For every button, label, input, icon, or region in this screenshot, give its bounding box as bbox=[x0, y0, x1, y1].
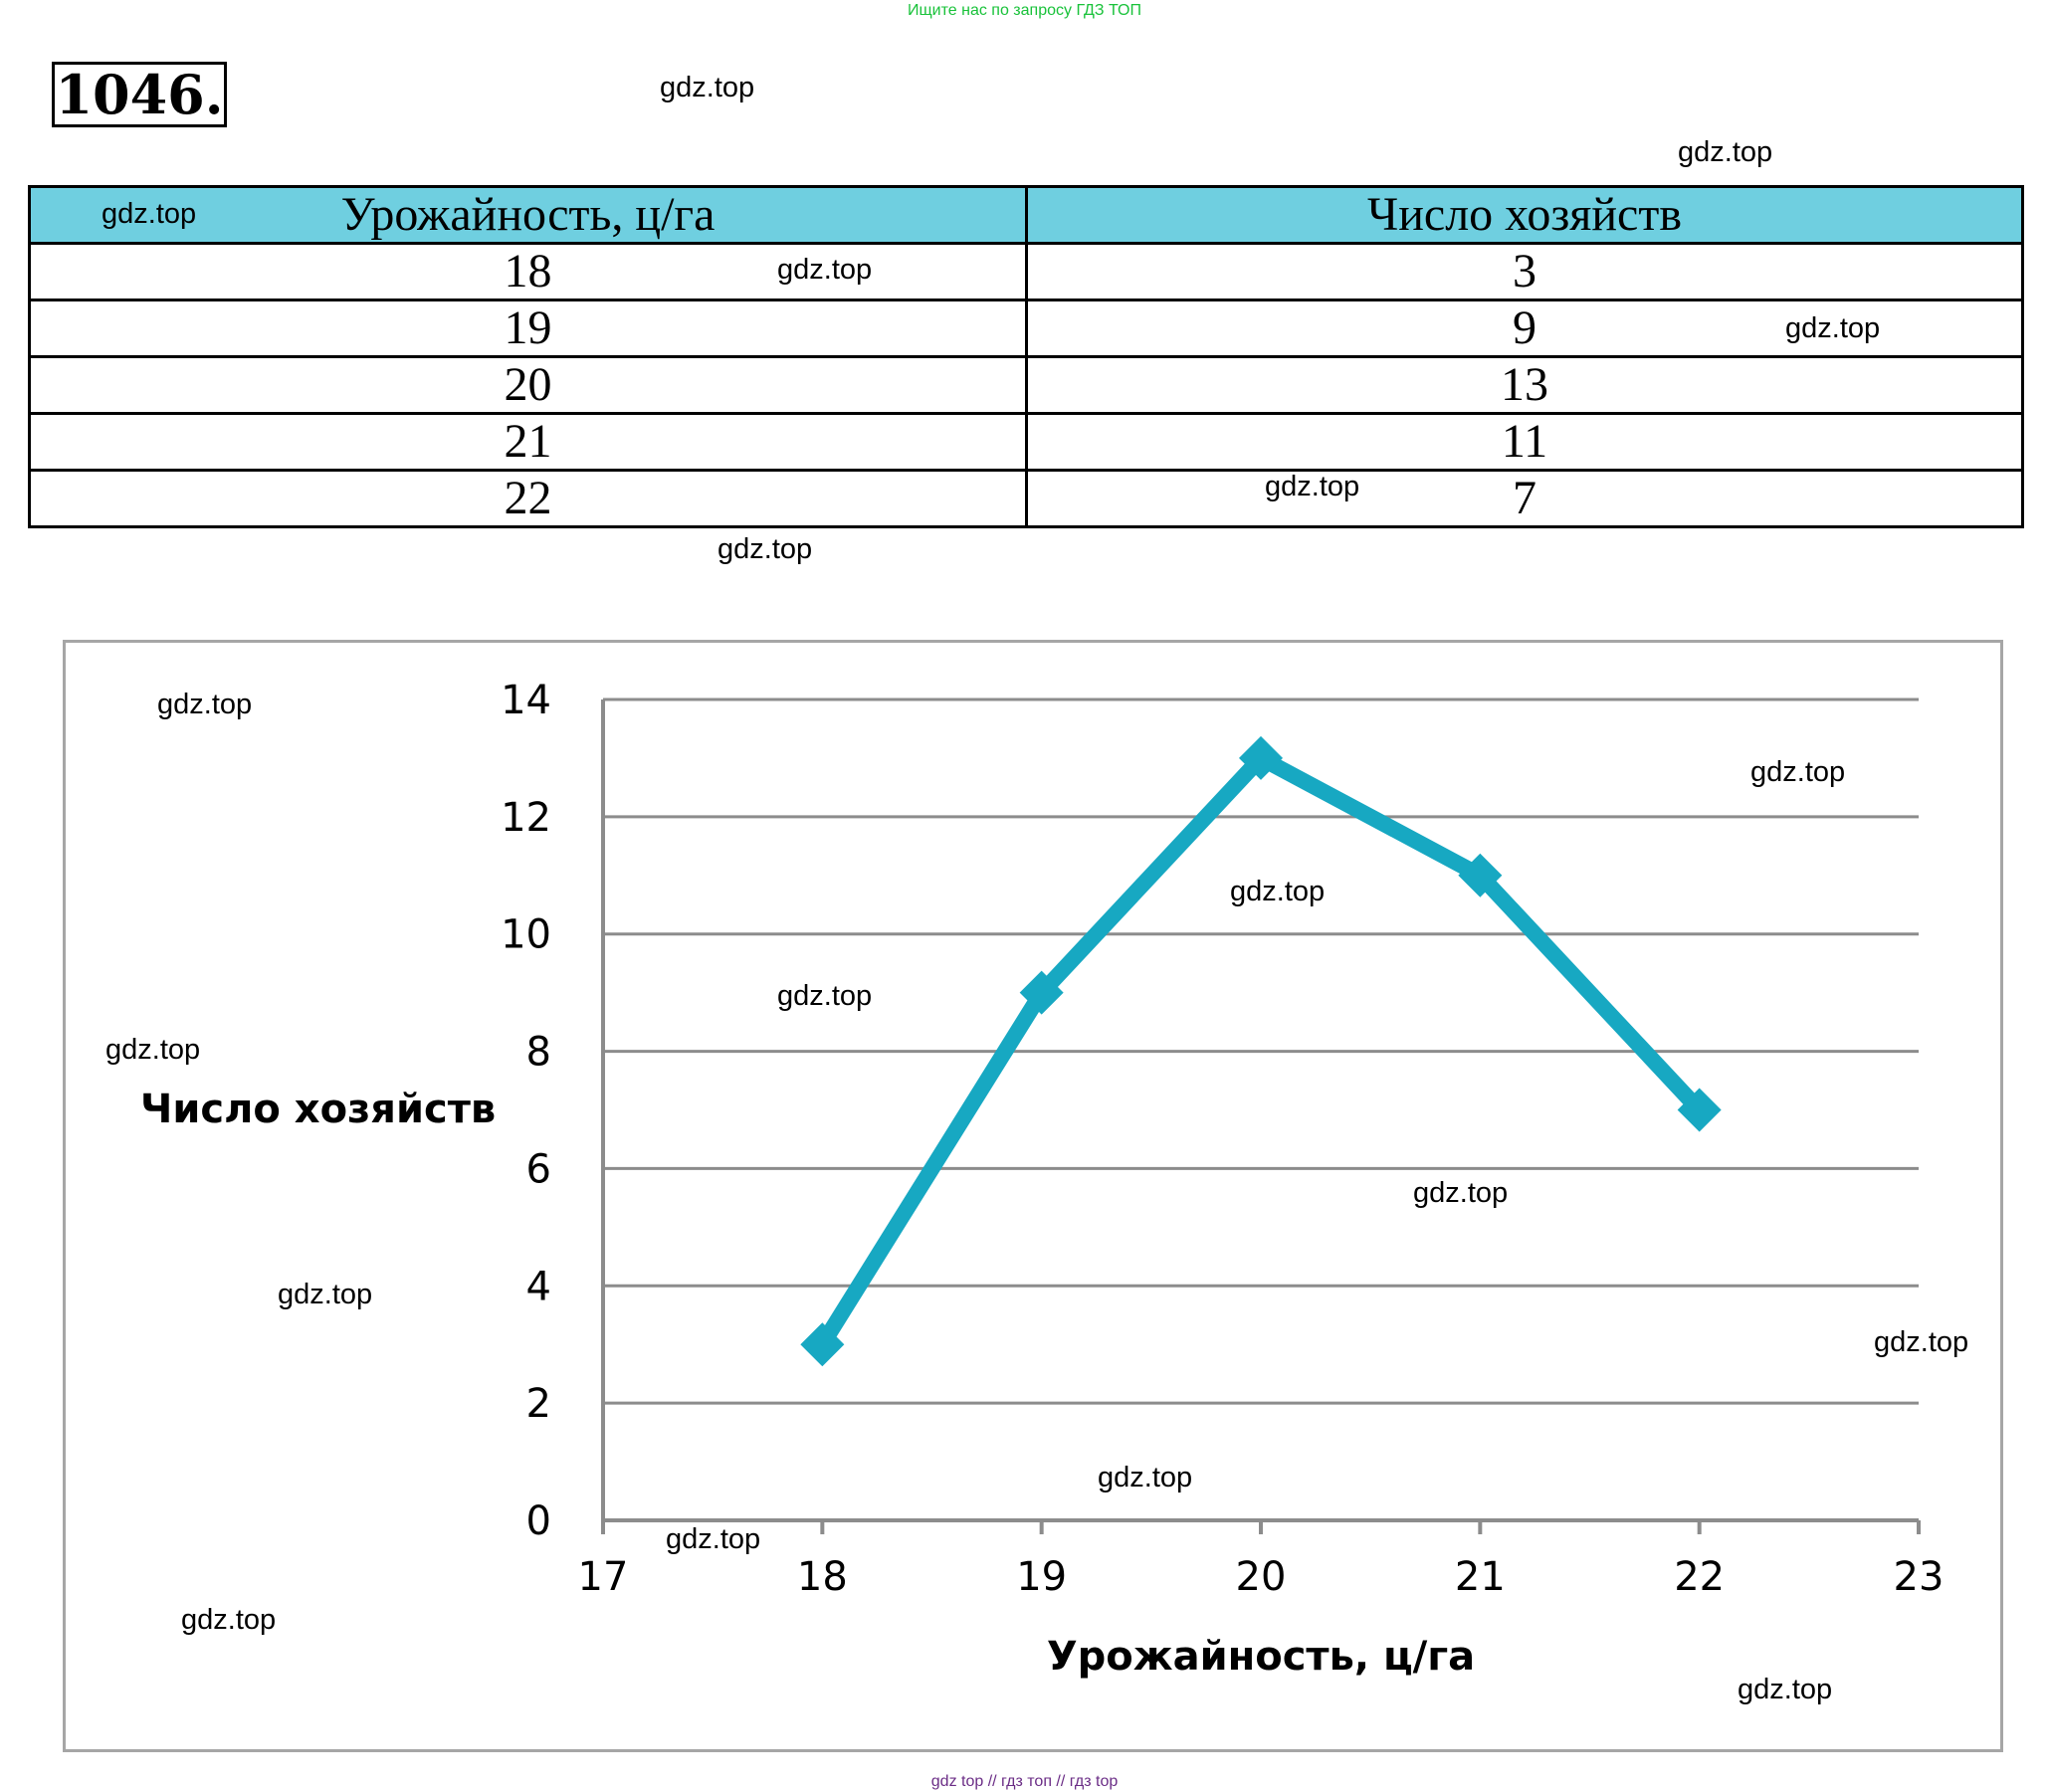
watermark: gdz.top bbox=[157, 689, 253, 720]
data-point bbox=[1458, 853, 1503, 897]
y-tick-label: 8 bbox=[526, 1030, 551, 1076]
data-point bbox=[800, 1322, 845, 1367]
watermark: gdz.top bbox=[1230, 876, 1326, 907]
y-tick-label: 4 bbox=[526, 1264, 551, 1309]
watermark: gdz.top bbox=[105, 1034, 201, 1066]
data-point bbox=[1019, 970, 1064, 1015]
cell-yield: 19 bbox=[28, 299, 1028, 358]
y-tick-label: 2 bbox=[526, 1381, 551, 1427]
table-row: 22 7 bbox=[28, 469, 2024, 528]
x-axis-title: Урожайность, ц/га bbox=[1047, 1634, 1475, 1680]
chart-frame: 0 2 4 6 8 10 12 14 17 18 19 20 21 22 23 Урожайность, ц/… bbox=[63, 640, 2003, 1752]
y-tick-label: 10 bbox=[501, 912, 551, 958]
watermark: gdz.top bbox=[1874, 1326, 1969, 1358]
footer[interactable]: gdz top // гдз топ // гдз top bbox=[930, 1773, 1119, 1790]
x-tick-label: 23 bbox=[1894, 1554, 1945, 1600]
watermark: gdz.top bbox=[1678, 136, 1773, 168]
cell-yield: 20 bbox=[28, 355, 1028, 415]
header-farms: Число хозяйств bbox=[1025, 185, 2024, 245]
y-tick-label: 14 bbox=[501, 678, 551, 723]
line-chart: 0 2 4 6 8 10 12 14 17 18 19 20 21 22 23 Урожайность, ц/… bbox=[140, 678, 1945, 1680]
x-tick-label: 19 bbox=[1016, 1554, 1067, 1600]
watermark: gdz.top bbox=[278, 1279, 373, 1310]
table-row: 21 11 bbox=[28, 412, 2024, 472]
cell-yield: 22 bbox=[28, 469, 1028, 528]
x-tick-label: 17 bbox=[578, 1554, 629, 1600]
watermark: gdz.top bbox=[660, 72, 755, 103]
x-tick-label: 20 bbox=[1236, 1554, 1287, 1600]
watermark: gdz.top bbox=[666, 1523, 761, 1555]
x-tick-label: 21 bbox=[1455, 1554, 1506, 1600]
task-number: 1046. bbox=[52, 62, 227, 127]
cell-farms: 9 bbox=[1025, 299, 2024, 358]
table-row: 19 9 bbox=[28, 299, 2024, 358]
y-tick-label: 6 bbox=[526, 1146, 551, 1192]
watermark: gdz.top bbox=[1413, 1177, 1509, 1209]
watermark: gdz.top bbox=[1785, 312, 1881, 344]
header-yield: Урожайность, ц/га bbox=[28, 185, 1028, 245]
watermark: gdz.top bbox=[102, 198, 197, 230]
table-header-row: Урожайность, ц/га Число хозяйств bbox=[28, 185, 2024, 245]
cell-yield: 21 bbox=[28, 412, 1028, 472]
cell-yield: 18 bbox=[28, 242, 1028, 301]
x-tick-label: 18 bbox=[797, 1554, 848, 1600]
table-row: 20 13 bbox=[28, 355, 2024, 415]
table-row: 18 3 bbox=[28, 242, 2024, 301]
data-point bbox=[1677, 1088, 1722, 1132]
watermark: gdz.top bbox=[777, 254, 873, 286]
y-axis-title: Число хозяйств bbox=[140, 1087, 496, 1132]
cell-farms: 3 bbox=[1025, 242, 2024, 301]
y-tick-label: 0 bbox=[526, 1498, 551, 1544]
cell-farms: 11 bbox=[1025, 412, 2024, 472]
y-tick-label: 12 bbox=[501, 795, 551, 841]
watermark: gdz.top bbox=[181, 1604, 277, 1636]
watermark: gdz.top bbox=[717, 533, 813, 565]
data-point bbox=[1239, 735, 1283, 780]
watermark: gdz.top bbox=[777, 980, 873, 1012]
watermark: gdz.top bbox=[1265, 471, 1360, 502]
top-banner[interactable]: Ищите нас по запросу ГДЗ ТОП bbox=[908, 2, 1141, 19]
cell-farms: 7 bbox=[1025, 469, 2024, 528]
watermark: gdz.top bbox=[1750, 756, 1846, 788]
watermark: gdz.top bbox=[1098, 1462, 1193, 1493]
watermark: gdz.top bbox=[1738, 1674, 1833, 1705]
data-table: Урожайность, ц/га Число хозяйств 18 3 19… bbox=[28, 185, 2024, 528]
cell-farms: 13 bbox=[1025, 355, 2024, 415]
x-tick-label: 22 bbox=[1674, 1554, 1725, 1600]
